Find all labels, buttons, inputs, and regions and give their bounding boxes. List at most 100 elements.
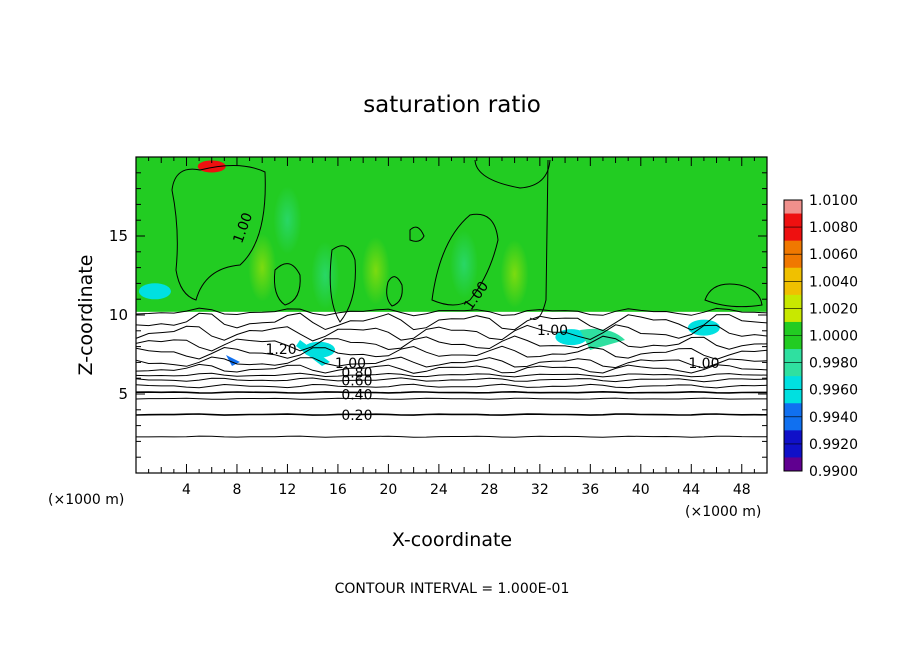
x-tick-label: 32 <box>531 482 549 498</box>
contour-lines <box>135 159 768 438</box>
contour-line <box>135 383 768 389</box>
contour-line <box>704 283 763 308</box>
x-tick-label: 16 <box>329 482 347 498</box>
field-anomaly <box>197 160 226 173</box>
x-tick-label: 20 <box>379 482 397 498</box>
colorbar-label: 0.9920 <box>809 437 858 453</box>
colorbar-label: 1.0000 <box>809 329 858 345</box>
colorbar-swatch <box>784 430 802 445</box>
contour-line <box>135 345 768 360</box>
field-shading <box>500 239 529 308</box>
x-unit-left: (×1000 m) <box>48 492 124 508</box>
x-axis-label: X-coordinate <box>392 529 512 551</box>
colorbar-swatch <box>784 240 802 255</box>
colorbar-swatch <box>784 254 802 269</box>
saturation-field <box>136 157 767 366</box>
field-anomaly <box>580 328 625 350</box>
contour-label: 1.00 <box>335 356 366 372</box>
y-tick-label: 10 <box>109 306 128 324</box>
colorbar-swatch <box>784 457 802 472</box>
saturated-layer <box>136 157 767 312</box>
contour-line <box>386 276 403 307</box>
x-tick-label: 8 <box>232 482 241 498</box>
contour-line <box>135 363 768 374</box>
x-tick-label: 28 <box>480 482 498 498</box>
contour-line <box>135 312 768 332</box>
field-shading <box>248 233 277 302</box>
colorbar-swatch <box>784 213 802 228</box>
field-anomaly <box>296 340 330 366</box>
colorbar-swatch <box>784 403 802 418</box>
x-tick-label: 40 <box>632 482 650 498</box>
colorbar-label: 0.9980 <box>809 356 858 372</box>
x-tick-label: 12 <box>279 482 297 498</box>
field-anomaly <box>138 283 171 300</box>
contour-line <box>474 159 551 189</box>
field-shading <box>450 230 479 299</box>
colorbar-label: 0.9900 <box>809 464 858 480</box>
colorbar: 1.0100 1.0080 1.0060 1.0040 1.0020 1.0000 0.99… <box>783 193 858 480</box>
colorbar-swatch <box>784 281 802 296</box>
colorbar-swatch <box>784 321 802 336</box>
contour-line <box>135 356 768 369</box>
colorbar-swatch <box>784 308 802 323</box>
field-shading <box>311 241 340 310</box>
colorbar-swatch <box>784 349 802 364</box>
colorbar-swatch <box>784 362 802 377</box>
contour-line <box>135 372 768 378</box>
x-tick-label: 24 <box>430 482 448 498</box>
colorbar-label: 1.0020 <box>809 301 858 317</box>
contour-label: 0.60 <box>341 373 372 389</box>
field-shading <box>273 186 302 255</box>
field-shading <box>361 236 390 305</box>
colorbar-swatch <box>784 335 802 350</box>
contour-line <box>135 335 768 352</box>
contour-line <box>529 159 549 320</box>
contour-label: 1.00 <box>688 356 719 372</box>
colorbar-label: 1.0100 <box>809 193 858 209</box>
contour-label: 1.20 <box>266 342 297 358</box>
contour-line <box>329 245 356 323</box>
contour-line <box>431 213 499 306</box>
colorbar-label: 1.0060 <box>809 247 858 263</box>
field-anomaly <box>555 329 588 346</box>
contour-line <box>135 324 768 342</box>
y-axis-ticks: 5 10 15 <box>109 172 767 458</box>
colorbar-swatch <box>784 267 802 282</box>
contour-line <box>171 164 266 301</box>
colorbar-swatch <box>784 200 802 215</box>
colorbar-label: 0.9960 <box>809 383 858 399</box>
field-anomaly <box>226 355 240 366</box>
x-unit-right: (×1000 m) <box>685 504 761 520</box>
contour-line <box>274 263 301 306</box>
contour-line <box>135 390 767 394</box>
contour-interval-note: CONTOUR INTERVAL = 1.000E-01 <box>335 581 570 597</box>
colorbar-label: 0.9940 <box>809 410 858 426</box>
y-axis-label: Z-coordinate <box>75 255 97 376</box>
contour-line <box>409 226 425 242</box>
colorbar-label: 1.0040 <box>809 274 858 290</box>
x-tick-label: 4 <box>182 482 191 498</box>
colorbar-swatch <box>784 227 802 242</box>
colorbar-label: 1.0080 <box>809 220 858 236</box>
colorbar-swatch <box>784 443 802 458</box>
contour-line <box>135 397 767 400</box>
contour-label: 1.00 <box>537 323 568 339</box>
contour-line <box>136 435 768 438</box>
x-tick-label: 44 <box>682 482 700 498</box>
y-tick-label: 15 <box>109 227 128 245</box>
x-tick-label: 48 <box>733 482 751 498</box>
contour-line <box>135 307 768 317</box>
y-tick-label: 5 <box>118 385 128 403</box>
colorbar-swatch <box>784 376 802 391</box>
contour-line <box>135 413 768 416</box>
contour-label: 0.40 <box>341 388 372 404</box>
contour-label: 0.20 <box>341 408 372 424</box>
x-axis-ticks: 4 8 12 16 20 24 28 32 36 40 44 48 <box>148 157 755 498</box>
colorbar-swatch <box>784 416 802 431</box>
contour-label: 0.80 <box>341 366 372 382</box>
chart-title: saturation ratio <box>363 92 541 118</box>
x-tick-label: 36 <box>581 482 599 498</box>
colorbar-swatch <box>784 294 802 309</box>
